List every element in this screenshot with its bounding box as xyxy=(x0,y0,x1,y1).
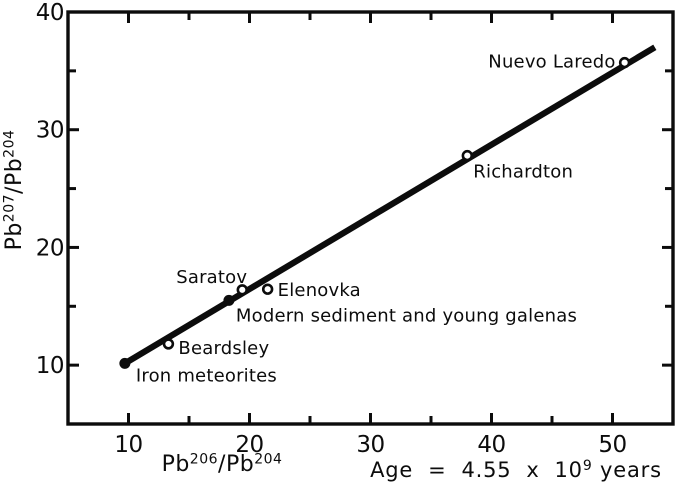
x-axis-label: Pb206/Pb204 xyxy=(162,452,283,477)
point-richardton xyxy=(461,149,473,162)
x-tick-label-30: 30 xyxy=(356,432,384,458)
age-annotation: Age = 4.55 x 109 years xyxy=(370,458,662,482)
point-label-iron-meteorites: Iron meteorites xyxy=(136,365,277,386)
point-label-modern-sediment-and-young-galenas: Modern sediment and young galenas xyxy=(236,305,577,326)
y-tick-label-20: 20 xyxy=(36,235,64,261)
x-tick-label-50: 50 xyxy=(598,432,626,458)
point-iron-meteorites xyxy=(119,357,131,369)
point-label-richardton: Richardton xyxy=(473,162,573,183)
x-tick-label-10: 10 xyxy=(114,432,142,458)
y-tick-label-10: 10 xyxy=(36,353,64,379)
point-label-nuevo-laredo: Nuevo Laredo xyxy=(488,52,615,73)
point-label-elenovka: Elenovka xyxy=(278,280,361,301)
point-modern-sediment-and-young-galenas xyxy=(223,294,235,306)
y-tick-label-30: 30 xyxy=(36,118,64,144)
x-tick-label-40: 40 xyxy=(477,432,505,458)
y-tick-label-40: 40 xyxy=(36,0,64,26)
y-axis-label: Pb207/Pb204 xyxy=(2,130,27,251)
point-label-beardsley: Beardsley xyxy=(178,338,269,359)
point-beardsley xyxy=(162,338,175,350)
point-nuevo-laredo xyxy=(618,56,631,69)
isochron-line xyxy=(123,44,657,367)
point-label-saratov: Saratov xyxy=(176,267,247,288)
point-elenovka xyxy=(261,283,274,295)
point-saratov xyxy=(236,284,248,296)
x-tick-label-20: 20 xyxy=(235,432,263,458)
